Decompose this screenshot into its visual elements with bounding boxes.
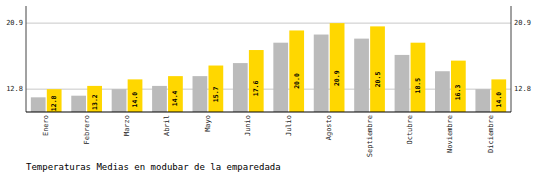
bar [330,23,345,112]
data-label: 14.0 [131,92,139,108]
bar [435,71,450,112]
y-axis-line [26,6,27,112]
chart: 12.8 13.2 14.0 14.4 15.7 17.6 20.0 20.9 20.5 18.5… [0,0,537,174]
x-tick-label: Enero [42,115,50,136]
bar [370,26,385,112]
y2-tick-label: 20.9 [514,19,531,27]
data-label: 20.0 [293,73,301,89]
chart-container: 12.8 13.2 14.0 14.4 15.7 17.6 20.0 20.9 20.5 18.5… [0,0,537,174]
x-tick-label: Mayo [204,115,212,132]
bar [233,63,248,112]
data-label: 18.5 [414,78,422,94]
bar [491,79,506,112]
bar [152,86,167,112]
bar [289,30,304,112]
data-label: 14.4 [171,90,179,106]
title: Temperaturas Medias en modubar de la emp… [26,162,281,172]
x-tick-label: Octubre [406,115,414,145]
data-label: 13.2 [91,94,99,110]
x-tick-label: Julio [285,115,293,136]
x-tick-label: Junio [244,115,252,136]
bar [314,35,329,112]
x-tick-label: Noviembre [446,115,454,153]
bar [208,66,223,112]
bar [47,89,62,112]
bar [71,96,86,112]
y2-axis-line [511,6,512,112]
x-tick-label: Marzo [123,115,131,136]
bar [273,43,288,112]
bar [112,89,127,112]
bar [475,89,490,112]
x-tick-label: Febrero [83,115,91,145]
bar [128,79,143,112]
x-tick-label: Septiembre [366,115,374,157]
bar [395,55,410,112]
data-label: 14.0 [495,92,503,108]
data-label: 15.7 [212,86,220,102]
bar [87,86,102,112]
bar [249,50,264,112]
bar [193,76,208,112]
bar [31,97,46,112]
data-label: 20.5 [374,72,382,88]
bar [411,43,426,112]
y2-tick-label: 12.8 [514,85,531,93]
grid-line [26,23,511,24]
data-label: 12.8 [50,95,58,111]
data-label: 16.3 [454,85,462,101]
bar [451,61,466,112]
x-tick-label: Diciembre [487,115,495,153]
y-tick-label: 20.9 [6,19,23,27]
x-tick-label: Agosto [325,115,333,140]
bars [31,23,506,112]
data-label: 20.9 [333,70,341,86]
x-axis-line [26,111,511,112]
bar [168,76,183,112]
x-tick-label: Abril [163,115,171,136]
y-tick-label: 12.8 [6,85,23,93]
bar [354,39,369,112]
data-label: 17.6 [252,81,260,97]
